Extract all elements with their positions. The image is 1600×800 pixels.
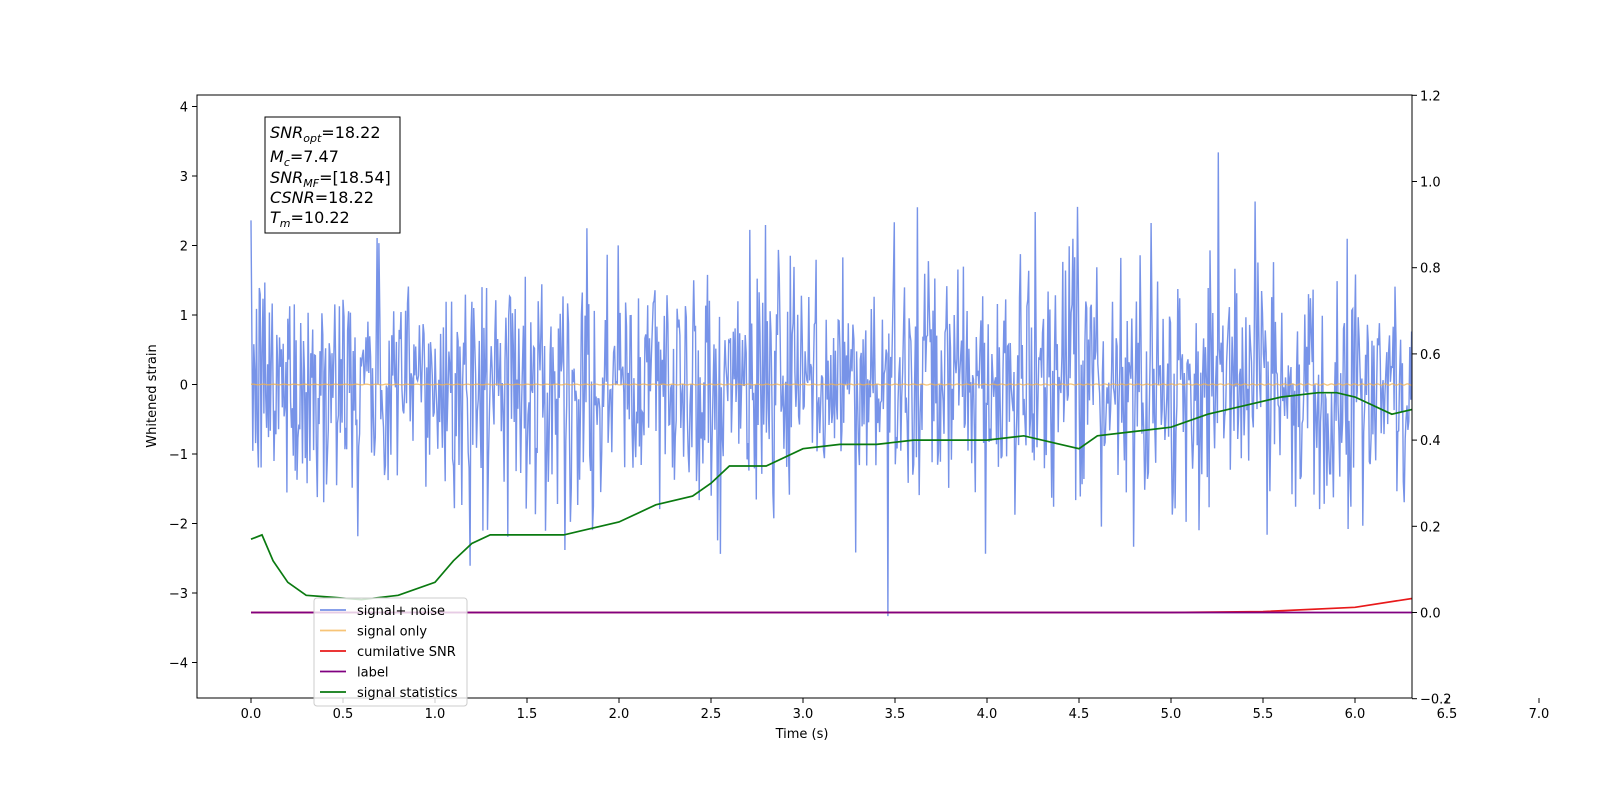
annotation-tm: Tm=10.22 — [270, 208, 350, 230]
annotation-snr-opt: SNRopt=18.22 — [270, 123, 381, 145]
series-signal-noise — [250, 152, 1412, 617]
series-cumulative-snr — [251, 597, 1412, 614]
x-tick-label: 1.5 — [517, 707, 538, 722]
x-tick-label: 6.5 — [1437, 707, 1458, 722]
y-tick-label: −1 — [169, 448, 188, 463]
y-tick-label: 0 — [180, 379, 188, 394]
y2-tick-label: −0.2 — [1420, 693, 1452, 708]
legend-label: signal only — [357, 625, 427, 640]
x-tick-label: 4.5 — [1069, 707, 1090, 722]
legend-label: signal statistics — [357, 686, 458, 701]
legend-box — [313, 597, 468, 707]
x-tick-label: 5.5 — [1253, 707, 1274, 722]
y-tick-label: 4 — [180, 101, 188, 116]
series-signal-statistics — [250, 391, 1412, 601]
x-axis-label: Time (s) — [775, 727, 829, 742]
legend-entry-signal-noise: signal+ noise — [320, 604, 445, 619]
annotation-snr-mf: SNRMF=[18.54] — [270, 168, 391, 190]
legend-label: cumilative SNR — [357, 645, 456, 660]
annotation-csnr: CSNR=18.22 — [270, 188, 374, 207]
y-tick-label: 3 — [180, 170, 188, 185]
series-label — [251, 611, 1412, 614]
legend-label: label — [357, 666, 388, 681]
y2-axis-ticks: −0.2 0.0 0.2 0.4 0.6 0.8 1.0 1.2 — [1412, 89, 1452, 708]
x-tick-label: 7.0 — [1529, 707, 1550, 722]
y2-tick-label: 0.8 — [1420, 262, 1441, 277]
x-tick-label: 0.5 — [333, 707, 354, 722]
x-tick-label: 5.0 — [1161, 707, 1182, 722]
y2-tick-label: 1.2 — [1420, 89, 1441, 104]
y2-tick-label: 1.0 — [1420, 176, 1441, 191]
x-tick-label: 2.5 — [701, 707, 722, 722]
y-tick-label: −3 — [169, 587, 188, 602]
x-tick-label: 1.0 — [425, 707, 446, 722]
y2-tick-label: 0.2 — [1420, 520, 1441, 535]
y-tick-label: 2 — [180, 240, 188, 255]
axes-frame — [196, 94, 1413, 699]
x-tick-label: 0.0 — [241, 707, 262, 722]
legend-entry-signal-only: signal only — [320, 625, 427, 640]
legend-label: signal+ noise — [357, 604, 445, 619]
plot-area — [250, 152, 1412, 617]
x-tick-label: 4.0 — [977, 707, 998, 722]
plot-border — [196, 94, 1413, 699]
x-tick-label: 3.5 — [885, 707, 906, 722]
legend-entry-cumulative-snr: cumilative SNR — [320, 645, 456, 660]
y-tick-label: −4 — [169, 657, 188, 672]
series-layer — [250, 152, 1412, 617]
x-tick-label: 6.0 — [1345, 707, 1366, 722]
y2-tick-label: 0.0 — [1420, 607, 1441, 622]
y-tick-label: 1 — [180, 309, 188, 324]
y2-tick-label: 0.4 — [1420, 434, 1441, 449]
y-axis-ticks: −4 −3 −2 −1 0 1 2 3 4 — [169, 101, 197, 672]
y2-tick-label: 0.6 — [1420, 348, 1441, 363]
x-tick-label: 2.0 — [609, 707, 630, 722]
series-signal-only — [250, 383, 1412, 386]
legend-entry-signal-statistics: signal statistics — [320, 686, 458, 701]
x-axis-ticks: 0.0 0.5 1.0 1.5 2.0 2.5 3.0 3.5 4.0 4.5 5.0 5.5 6.0 6… — [241, 698, 1550, 722]
annotation-box: SNRopt=18.22 Mc=7.47 SNRMF=[18.54] CSNR=… — [264, 116, 401, 234]
annotation-mc: Mc=7.47 — [270, 147, 339, 169]
y-axis-label: Whitened strain — [145, 344, 160, 447]
legend-entry-label: label — [320, 666, 388, 681]
y-tick-label: −2 — [169, 518, 188, 533]
x-tick-label: 3.0 — [793, 707, 814, 722]
legend: signal+ noise signal only cumilative SNR la… — [313, 597, 468, 707]
